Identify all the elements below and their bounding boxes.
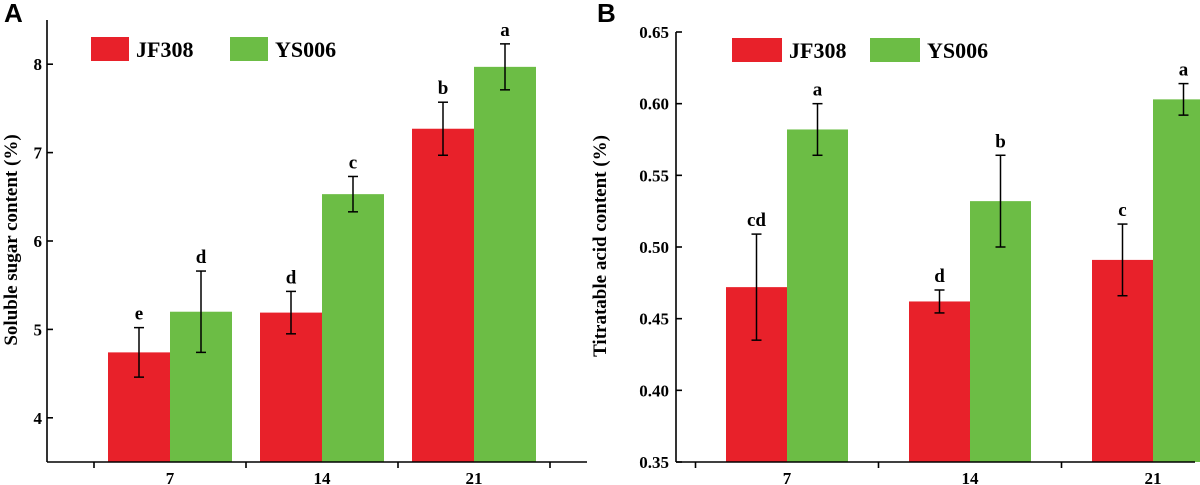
panel-a-legend-swatch-jf308 [91,37,129,61]
panel-a-y-tick-label: 7 [34,144,43,163]
panel-a-bar-ys006-21 [474,66,536,463]
panel-a-significance-label-jf308-14: d [286,267,297,288]
panel-a-y-tick-label: 8 [34,55,43,74]
panel-b-chart: Titratable acid content (%) JF308 YS006 … [590,23,1200,485]
panel-b-y-axis-label: Titratable acid content (%) [590,135,611,357]
panel-a-bar-jf308-14 [260,312,322,462]
panel-b-bar-ys006-21 [1153,99,1200,462]
panel-b-legend-label-ys006: YS006 [927,38,988,63]
panel-b-y-tick-label: 0.60 [639,95,669,114]
panel-b-legend-label-jf308: JF308 [789,38,846,63]
panel-b-y-tick-label: 0.45 [639,310,669,329]
panel-b-x-tick-label-21: 21 [1145,469,1162,485]
panel-b-y-tick-label: 0.40 [639,381,669,400]
panel-a-significance-label-jf308-7: e [135,304,143,325]
panel-a-y-axis-label: Soluble sugar content (%) [1,134,22,345]
panel-a-bar-ys006-14 [322,194,384,462]
panel-a-legend-label-jf308: JF308 [136,37,193,62]
panel-b-x-tick-label-7: 7 [783,469,792,485]
panel-b-legend-swatch-jf308 [732,38,782,62]
panel-b-significance-label-ys006-14: b [995,131,1006,152]
panel-a-letter: A [4,0,23,28]
panel-a-y-tick-label: 4 [34,409,43,428]
panel-b-significance-label-ys006-21: a [1179,60,1189,81]
panel-a-legend-label-ys006: YS006 [275,37,336,62]
panel-b-significance-label-ys006-7: a [813,80,823,101]
panel-a-significance-label-jf308-21: b [438,78,449,99]
panel-a-x-tick-label-21: 21 [466,469,483,485]
panel-b-y-tick-label: 0.65 [639,23,669,42]
panel-a-y-tick-label: 6 [34,232,43,251]
panel-b-x-tick-label-14: 14 [962,469,980,485]
panel-b-y-tick-label: 0.55 [639,166,669,185]
panel-a-x-tick-label-7: 7 [166,469,175,485]
panel-b-significance-label-jf308-14: d [934,266,945,287]
panel-a-bar-jf308-21 [412,128,474,462]
panel-a-significance-label-ys006-21: a [500,20,510,41]
panel-b-y-tick-label: 0.35 [639,453,669,472]
panel-b-significance-label-jf308-7: cd [747,210,766,231]
panel-a-y-tick-label: 5 [34,320,43,339]
panel-b-y-tick-label: 0.50 [639,238,669,257]
panel-a-x-tick-label-14: 14 [314,469,332,485]
panel-a-chart: Soluble sugar content (%) JF308 YS006 e d… [1,20,587,485]
panel-b-significance-label-jf308-21: c [1118,200,1126,221]
panel-a-significance-label-ys006-7: d [196,247,207,268]
panel-b-bar-jf308-14 [909,301,970,462]
panel-a-significance-label-ys006-14: c [349,152,357,173]
panel-a-legend-swatch-ys006 [230,37,268,61]
panel-b-legend-swatch-ys006 [870,38,920,62]
panel-b-letter: B [597,0,616,28]
panel-b-bar-ys006-7 [787,129,848,462]
